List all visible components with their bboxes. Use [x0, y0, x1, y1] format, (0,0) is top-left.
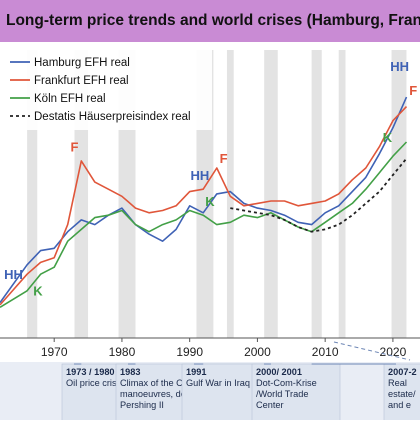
crisis-note-3-line-0: 2000/ 2001	[256, 367, 302, 377]
x-tick-label-0: 1970	[41, 345, 68, 359]
x-tick-label-1: 1980	[109, 345, 136, 359]
crisis-note-3-line-2: /World Trade	[256, 389, 308, 399]
crisis-note-4-line-3: and e	[388, 400, 411, 410]
chart-area: 1970 1980 1990 2000 2010 2020 HH K F HH F K HH F K Ha…	[0, 42, 420, 424]
legend-label-3: Destatis Häuserpreisindex real	[34, 111, 191, 123]
crisis-note-box-3	[251, 363, 341, 423]
crisis-note-4-line-0: 2007-2	[388, 367, 417, 377]
crisis-note-3-line-3: Center	[256, 400, 284, 410]
annotation-f-7: F	[409, 83, 417, 98]
annotation-hh-0: HH	[4, 267, 23, 282]
crisis-note-1-line-2: manoeuvres, deployment of	[120, 389, 234, 399]
annotation-k-5: K	[205, 194, 215, 209]
crisis-band-8	[391, 50, 407, 338]
x-tick-label-2: 1990	[176, 345, 203, 359]
crisis-note-2-line-0: 1991	[186, 367, 206, 377]
annotation-k-1: K	[33, 283, 43, 298]
crisis-note-4-line-2: estate/	[388, 389, 416, 399]
crisis-note-1-line-3: Pershing II	[120, 400, 164, 410]
crisis-band-5	[264, 50, 278, 338]
crisis-note-box-4	[383, 363, 420, 423]
annotation-hh-3: HH	[190, 168, 209, 183]
x-tick-label-3: 2000	[244, 345, 271, 359]
crisis-note-1-line-0: 1983	[120, 367, 140, 377]
legend-label-0: Hamburg EFH real	[34, 57, 130, 69]
x-tick-label-4: 2010	[312, 345, 339, 359]
annotation-f-4: F	[220, 151, 228, 166]
series-line-3	[230, 157, 408, 233]
legend: Hamburg EFH real Frankfurt EFH real Köln E…	[4, 50, 212, 130]
legend-label-1: Frankfurt EFH real	[34, 75, 129, 87]
crisis-band-4	[226, 50, 234, 338]
crisis-note-3-line-1: Dot-Com-Krise	[256, 378, 317, 388]
legend-box	[4, 50, 212, 130]
crisis-band-7	[338, 50, 346, 338]
crisis-band-6	[311, 50, 322, 338]
crisis-band-0	[27, 50, 38, 338]
crisis-note-0-line-1: Oil price crises	[66, 378, 127, 388]
x-tick-label-5: 2020	[380, 345, 407, 359]
crisis-note-2-line-1: Gulf War in Iraq	[186, 378, 250, 388]
title-bar: Long-term price trends and world crises …	[0, 0, 420, 42]
series-line-1	[0, 106, 408, 306]
crisis-note-0-line-0: 1973 / 1980	[66, 367, 115, 377]
series-line-2	[0, 141, 408, 308]
legend-label-2: Köln EFH real	[34, 93, 106, 105]
crisis-note-4-line-1: Real	[388, 378, 407, 388]
annotation-k-8: K	[383, 130, 393, 145]
chart-title: Long-term price trends and world crises …	[6, 12, 420, 29]
crisis-note-pointer-extra	[333, 341, 411, 361]
series-line-0	[0, 96, 408, 304]
axes: 1970 1980 1990 2000 2010 2020	[0, 337, 420, 359]
annotation-f-2: F	[71, 139, 79, 154]
crisis-note-box-2	[181, 363, 265, 423]
series-lines	[0, 96, 408, 308]
annotation-hh-6: HH	[390, 59, 409, 74]
